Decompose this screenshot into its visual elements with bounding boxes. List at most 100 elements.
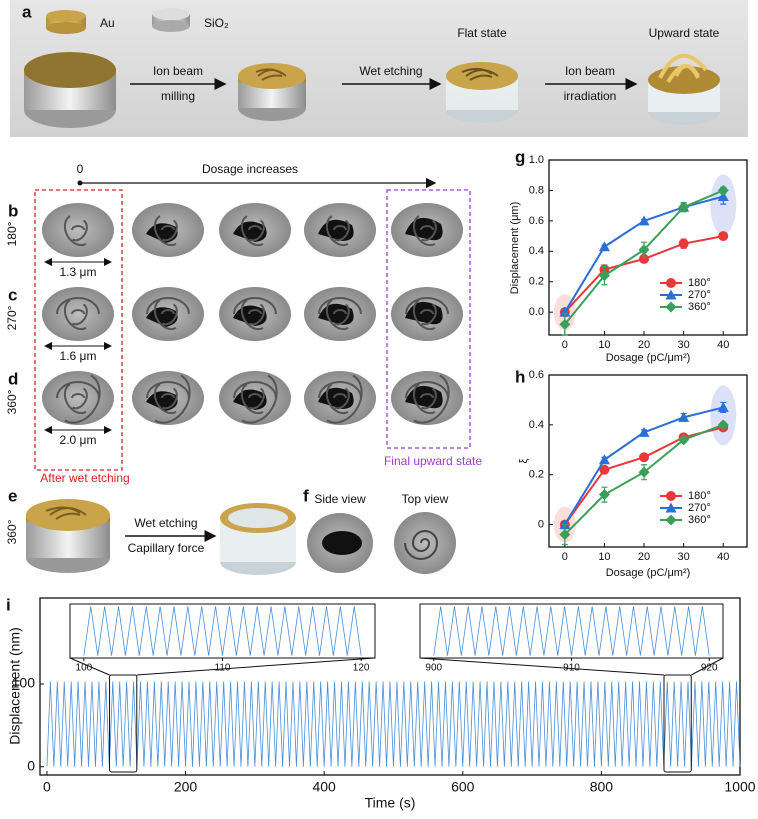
marker — [559, 529, 571, 541]
y-tick-label: 0.8 — [529, 184, 544, 196]
sem-arm — [154, 374, 191, 424]
sem-arm — [333, 309, 347, 315]
sem-arm — [241, 374, 278, 424]
panel-label: e — [8, 486, 17, 505]
dashed-box — [34, 189, 123, 471]
sem-arm — [71, 225, 85, 231]
sem-arm — [421, 387, 437, 410]
sem-arm — [325, 383, 349, 415]
scale-text: 1.6 μm — [60, 349, 97, 363]
x-tick-label: 20 — [638, 339, 650, 351]
x-axis-label: Dosage (pC/μm²) — [606, 567, 691, 579]
panel-label: b — [8, 201, 18, 220]
cylinder — [24, 52, 116, 128]
sem-arm — [233, 297, 277, 315]
panel-a-bg — [10, 0, 748, 137]
scale-text: 1.3 μm — [60, 265, 97, 279]
sem-arm — [162, 303, 178, 326]
marker — [638, 426, 650, 437]
marker — [678, 411, 690, 422]
sem-arm — [162, 219, 178, 242]
sem-arm — [318, 297, 362, 315]
sem-arm — [249, 303, 265, 326]
au-icon — [46, 10, 86, 34]
legend-text: 360° — [688, 514, 711, 526]
highlight — [710, 385, 737, 446]
view-text: Side view — [314, 492, 366, 506]
angle-text: 360° — [5, 389, 19, 414]
sem-arm — [153, 215, 177, 247]
marker — [638, 215, 650, 226]
step-text: Ion beam — [153, 64, 203, 78]
sem-arm — [161, 309, 175, 315]
legend-text: 270° — [688, 289, 711, 301]
x-tick-label: 100 — [76, 663, 93, 674]
marker — [678, 238, 689, 249]
marker — [665, 289, 677, 300]
x-tick-label: 200 — [174, 779, 198, 795]
note-text: Final upward state — [384, 454, 482, 468]
sem-arm — [71, 309, 85, 315]
y-tick-label: 0.0 — [529, 306, 544, 318]
marker — [666, 491, 676, 501]
sem-image — [42, 287, 114, 341]
sem-arm — [412, 299, 436, 331]
step-text: irradiation — [564, 89, 617, 103]
y-axis-label: ξ — [518, 458, 530, 463]
y-tick-label: 0 — [27, 757, 35, 773]
sem-image — [307, 513, 373, 573]
sem-arm — [420, 393, 434, 399]
sem-arm — [325, 299, 349, 331]
sem-arm — [405, 381, 449, 399]
x-axis-label: Dosage (pC/μm²) — [606, 352, 691, 364]
y-tick-label: 100 — [12, 675, 36, 691]
sem-arm — [63, 383, 87, 415]
cylinder — [220, 503, 296, 575]
x-tick-label: 30 — [678, 551, 690, 563]
scale-text: 2.0 μm — [60, 433, 97, 447]
zoom-box — [663, 674, 692, 773]
angle-text: 180° — [5, 221, 19, 246]
legend-text: Au — [100, 16, 115, 30]
marker — [717, 419, 729, 431]
sio2-icon — [152, 8, 190, 32]
marker — [598, 270, 610, 282]
x-tick-label: 0 — [562, 551, 568, 563]
sem-arm — [248, 393, 262, 399]
sem-arm — [334, 303, 350, 326]
state-text: Upward state — [649, 26, 720, 40]
plot-frame — [419, 603, 724, 659]
angle-text: 270° — [5, 305, 19, 330]
x-tick-label: 10 — [598, 551, 610, 563]
cylinder — [648, 53, 720, 125]
sem-arm — [72, 303, 88, 326]
x-tick-label: 900 — [425, 663, 442, 674]
sem-arm — [420, 309, 434, 315]
y-tick-label: 0 — [538, 518, 544, 530]
panel-label: g — [515, 147, 525, 166]
marker — [599, 464, 610, 475]
marker — [598, 489, 610, 501]
sem-arm — [248, 225, 262, 231]
marker — [665, 301, 677, 313]
step-text: milling — [161, 89, 195, 103]
state-text: Flat state — [457, 26, 507, 40]
marker — [638, 244, 650, 256]
marker — [678, 434, 690, 446]
series-line — [433, 606, 710, 656]
sem-arm — [240, 299, 264, 331]
cylinder — [26, 499, 110, 573]
sem-arm — [334, 219, 350, 242]
y-tick-label: 0.6 — [529, 215, 544, 227]
panel-label: a — [22, 2, 32, 21]
start-text: 0 — [77, 162, 84, 176]
sem-arm — [325, 215, 349, 247]
y-tick-label: 1.0 — [529, 154, 544, 166]
sem-arm — [240, 383, 264, 415]
legend-text: 360° — [688, 301, 711, 313]
y-tick-label: 0.2 — [529, 469, 544, 481]
sem-arm — [71, 393, 85, 399]
sem-arm — [72, 387, 88, 410]
sem-arm — [249, 219, 265, 242]
